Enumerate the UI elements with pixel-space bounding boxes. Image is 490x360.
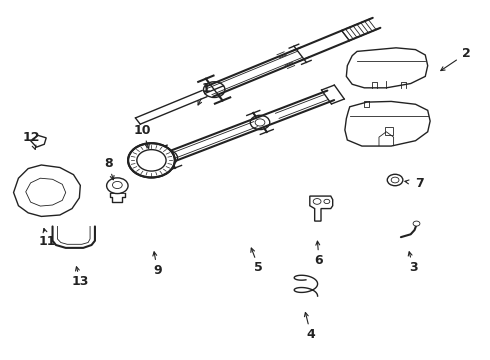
Text: 3: 3: [409, 261, 417, 274]
Text: 9: 9: [153, 264, 162, 276]
Text: 1: 1: [202, 82, 210, 95]
Text: 12: 12: [23, 131, 40, 144]
Polygon shape: [30, 135, 46, 147]
Circle shape: [128, 143, 175, 177]
Text: 6: 6: [315, 254, 323, 267]
Circle shape: [387, 174, 403, 186]
Text: 2: 2: [462, 47, 471, 60]
Text: 8: 8: [104, 157, 113, 170]
Circle shape: [107, 178, 128, 194]
Polygon shape: [14, 165, 80, 216]
Text: 11: 11: [39, 235, 56, 248]
Bar: [385, 127, 393, 135]
Polygon shape: [345, 102, 430, 146]
Text: 4: 4: [306, 328, 315, 341]
Text: 10: 10: [134, 124, 151, 137]
Polygon shape: [310, 196, 333, 221]
Polygon shape: [346, 48, 428, 88]
Text: 5: 5: [254, 261, 263, 274]
Text: 13: 13: [72, 275, 89, 288]
Circle shape: [413, 221, 420, 226]
Text: 7: 7: [415, 177, 424, 190]
